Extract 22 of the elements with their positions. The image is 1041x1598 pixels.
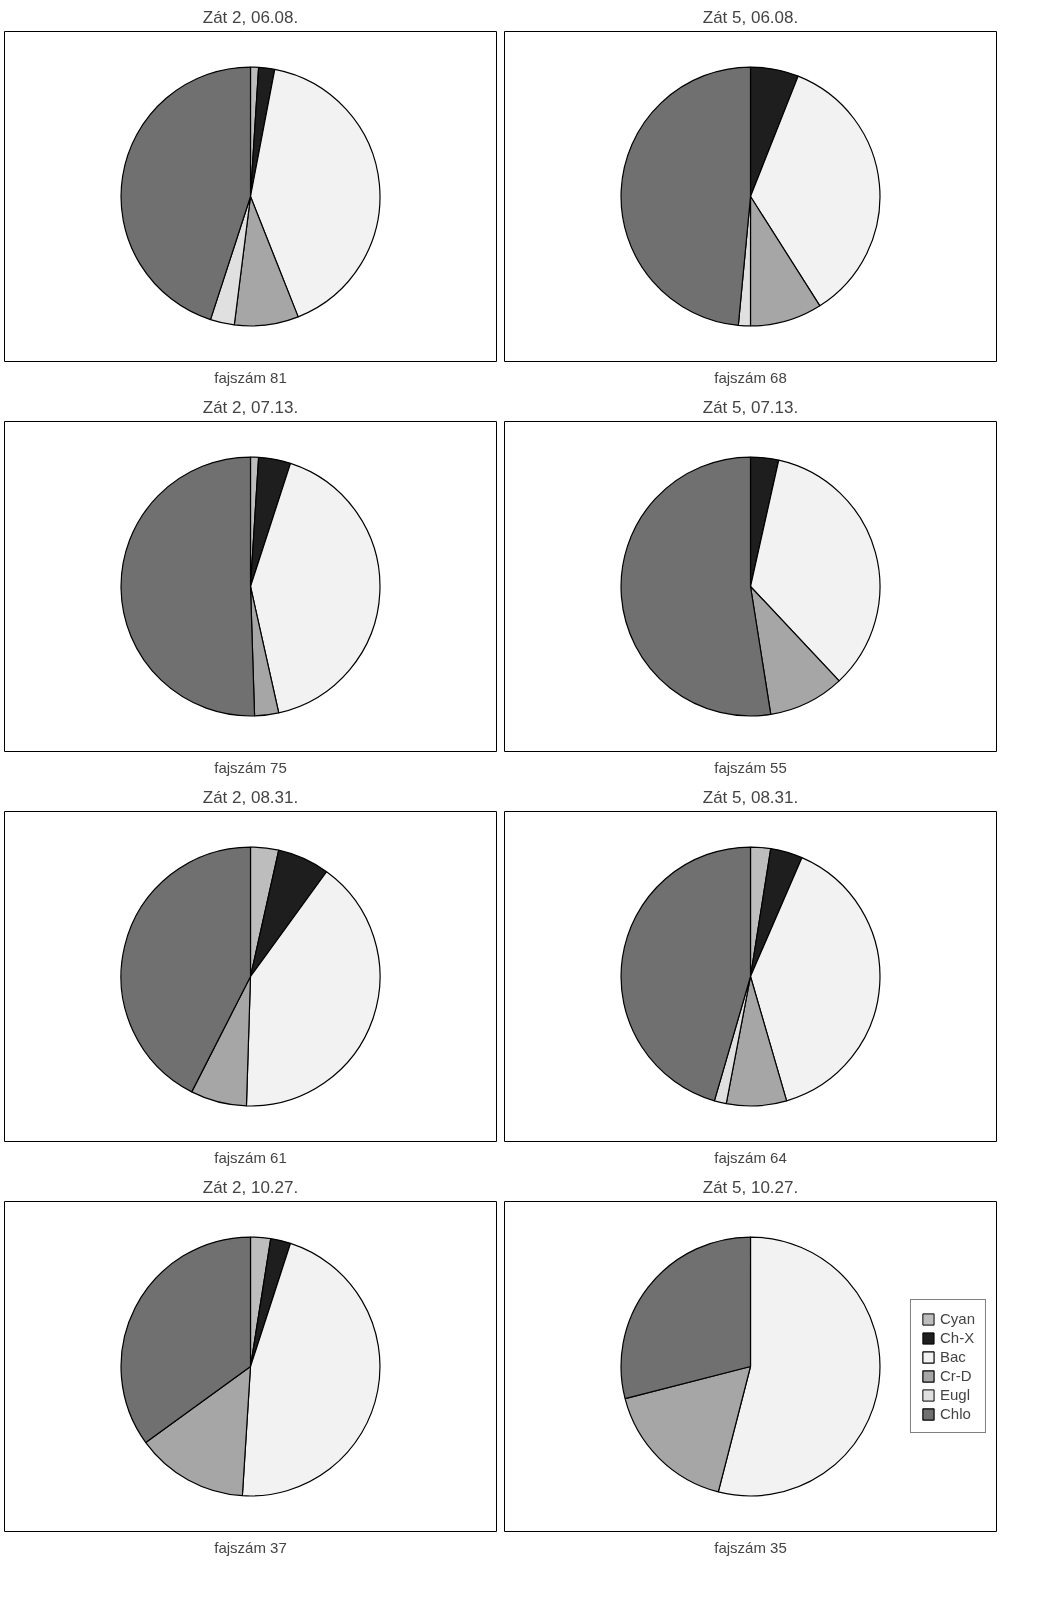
text: fajszám 68 [714, 368, 787, 386]
text: fajszám 35 [714, 1538, 787, 1556]
chart-title: Zát 2, 10.27. [202, 1177, 299, 1197]
chart-title: Zát 2, 07.13. [202, 397, 299, 417]
legend-label: Eugl [939, 1386, 970, 1403]
legend-label: Bac [939, 1348, 966, 1365]
chart-title: Zát 5, 08.31. [702, 787, 799, 807]
chart-title: Zát 2, 08.31. [202, 787, 299, 807]
text: fajszám 75 [214, 758, 287, 776]
legend-label: Cr-D [939, 1367, 972, 1384]
chart-title: Zát 5, 10.27. [702, 1177, 799, 1197]
text: fajszám 55 [714, 758, 787, 776]
chart-title: Zát 5, 06.08. [702, 7, 799, 27]
legend-label: Cyan [939, 1310, 975, 1327]
legend-label: Ch-X [939, 1329, 975, 1346]
text: fajszám 37 [214, 1538, 287, 1556]
chart-title: Zát 2, 06.08. [202, 7, 299, 27]
text: fajszám 61 [214, 1148, 287, 1166]
text: fajszám 64 [714, 1148, 787, 1166]
text: fajszám 81 [214, 368, 287, 386]
legend-label: Chlo [939, 1405, 971, 1422]
chart-title: Zát 5, 07.13. [702, 397, 799, 417]
